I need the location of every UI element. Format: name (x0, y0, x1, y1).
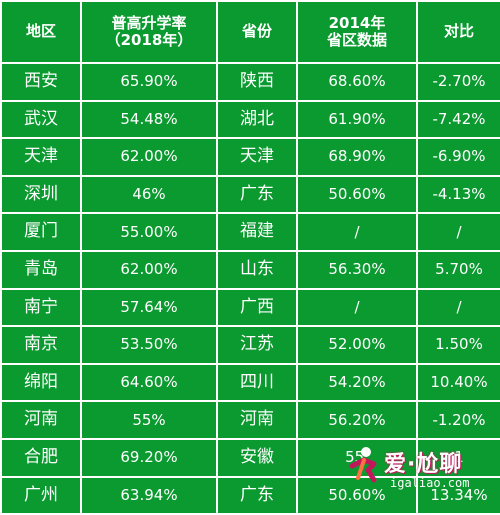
cell-region: 天津 (0, 137, 82, 177)
table-row: 西安 65.90% 陕西 68.60% -2.70% (0, 62, 500, 102)
cell-province-rate: 50.60% (296, 174, 418, 215)
cell-diff: -6.90% (416, 137, 500, 177)
cell-diff: -1.20% (416, 400, 500, 440)
cell-province: 山东 (216, 249, 298, 290)
cell-province: 河南 (216, 400, 298, 440)
table-row: 厦门 55.00% 福建 / / (0, 212, 500, 252)
cell-rate: 46% (80, 174, 218, 215)
table-row: 广州 63.94% 广东 50.60% 13.34% (0, 475, 500, 515)
cell-rate: 63.94% (80, 475, 218, 515)
cell-rate: 62.00% (80, 137, 218, 177)
cell-province: 陕西 (216, 62, 298, 102)
cell-region: 青岛 (0, 249, 82, 290)
cell-region: 广州 (0, 475, 82, 515)
cell-diff: / (416, 287, 500, 328)
cell-province-rate: 52.00% (296, 325, 418, 365)
cell-province: 四川 (216, 362, 298, 403)
cell-province-rate: 61.90% (296, 99, 418, 140)
header-province: 省份 (216, 0, 298, 64)
cell-rate: 57.64% (80, 287, 218, 328)
cell-province-rate: 68.90% (296, 137, 418, 177)
table-row: 河南 55% 河南 56.20% -1.20% (0, 400, 500, 440)
table-row: 南宁 57.64% 广西 / / (0, 287, 500, 328)
cell-province-rate: 68.60% (296, 62, 418, 102)
cell-province-rate: 54.20% (296, 362, 418, 403)
cell-province: 广西 (216, 287, 298, 328)
cell-diff: -2.70% (416, 62, 500, 102)
table-row: 绵阳 64.60% 四川 54.20% 10.40% (0, 362, 500, 403)
table-row: 南京 53.50% 江苏 52.00% 1.50% (0, 325, 500, 365)
header-prov-line2: 省区数据 (326, 31, 387, 49)
header-prov-line1: 2014年 (328, 13, 386, 32)
header-rate-line2: （2018年） (105, 31, 193, 49)
cell-region: 西安 (0, 62, 82, 102)
header-compare: 对比 (416, 0, 500, 64)
cell-rate: 55% (80, 400, 218, 440)
header-province-rate: 2014年 省区数据 (296, 0, 418, 64)
cell-rate: 53.50% (80, 325, 218, 365)
cell-province-rate: 55. (296, 437, 418, 478)
table-row: 武汉 54.48% 湖北 61.90% -7.42% (0, 99, 500, 140)
cell-diff: -4.13% (416, 174, 500, 215)
header-region: 地区 (0, 0, 82, 64)
cell-diff: 13.34% (416, 475, 500, 515)
cell-region: 南宁 (0, 287, 82, 328)
cell-province-rate: 56.20% (296, 400, 418, 440)
cell-province: 广东 (216, 475, 298, 515)
header-row: 地区 普高升学率 （2018年） 省份 2014年 省区数据 对比 (0, 0, 500, 64)
cell-diff: 5.70% (416, 249, 500, 290)
cell-province-rate: / (296, 212, 418, 252)
cell-province: 广东 (216, 174, 298, 215)
table-row: 合肥 69.20% 安徽 55. 1 (0, 437, 500, 478)
cell-province-rate: 56.30% (296, 249, 418, 290)
cell-province-rate: 50.60% (296, 475, 418, 515)
table-row: 天津 62.00% 天津 68.90% -6.90% (0, 137, 500, 177)
header-rate: 普高升学率 （2018年） (80, 0, 218, 64)
table-row: 深圳 46% 广东 50.60% -4.13% (0, 174, 500, 215)
cell-province: 安徽 (216, 437, 298, 478)
cell-rate: 55.00% (80, 212, 218, 252)
cell-region: 绵阳 (0, 362, 82, 403)
header-rate-line1: 普高升学率 (111, 13, 187, 32)
cell-rate: 69.20% (80, 437, 218, 478)
table-row: 青岛 62.00% 山东 56.30% 5.70% (0, 249, 500, 290)
cell-rate: 65.90% (80, 62, 218, 102)
cell-region: 合肥 (0, 437, 82, 478)
cell-diff: 10.40% (416, 362, 500, 403)
cell-rate: 64.60% (80, 362, 218, 403)
cell-region: 南京 (0, 325, 82, 365)
cell-diff: / (416, 212, 500, 252)
cell-province: 天津 (216, 137, 298, 177)
cell-diff: -7.42% (416, 99, 500, 140)
cell-diff: 1 (416, 437, 500, 478)
cell-rate: 62.00% (80, 249, 218, 290)
cell-diff: 1.50% (416, 325, 500, 365)
cell-province: 福建 (216, 212, 298, 252)
cell-region: 武汉 (0, 99, 82, 140)
cell-region: 河南 (0, 400, 82, 440)
cell-region: 厦门 (0, 212, 82, 252)
cell-region: 深圳 (0, 174, 82, 215)
cell-province: 湖北 (216, 99, 298, 140)
cell-province-rate: / (296, 287, 418, 328)
cell-rate: 54.48% (80, 99, 218, 140)
cell-province: 江苏 (216, 325, 298, 365)
